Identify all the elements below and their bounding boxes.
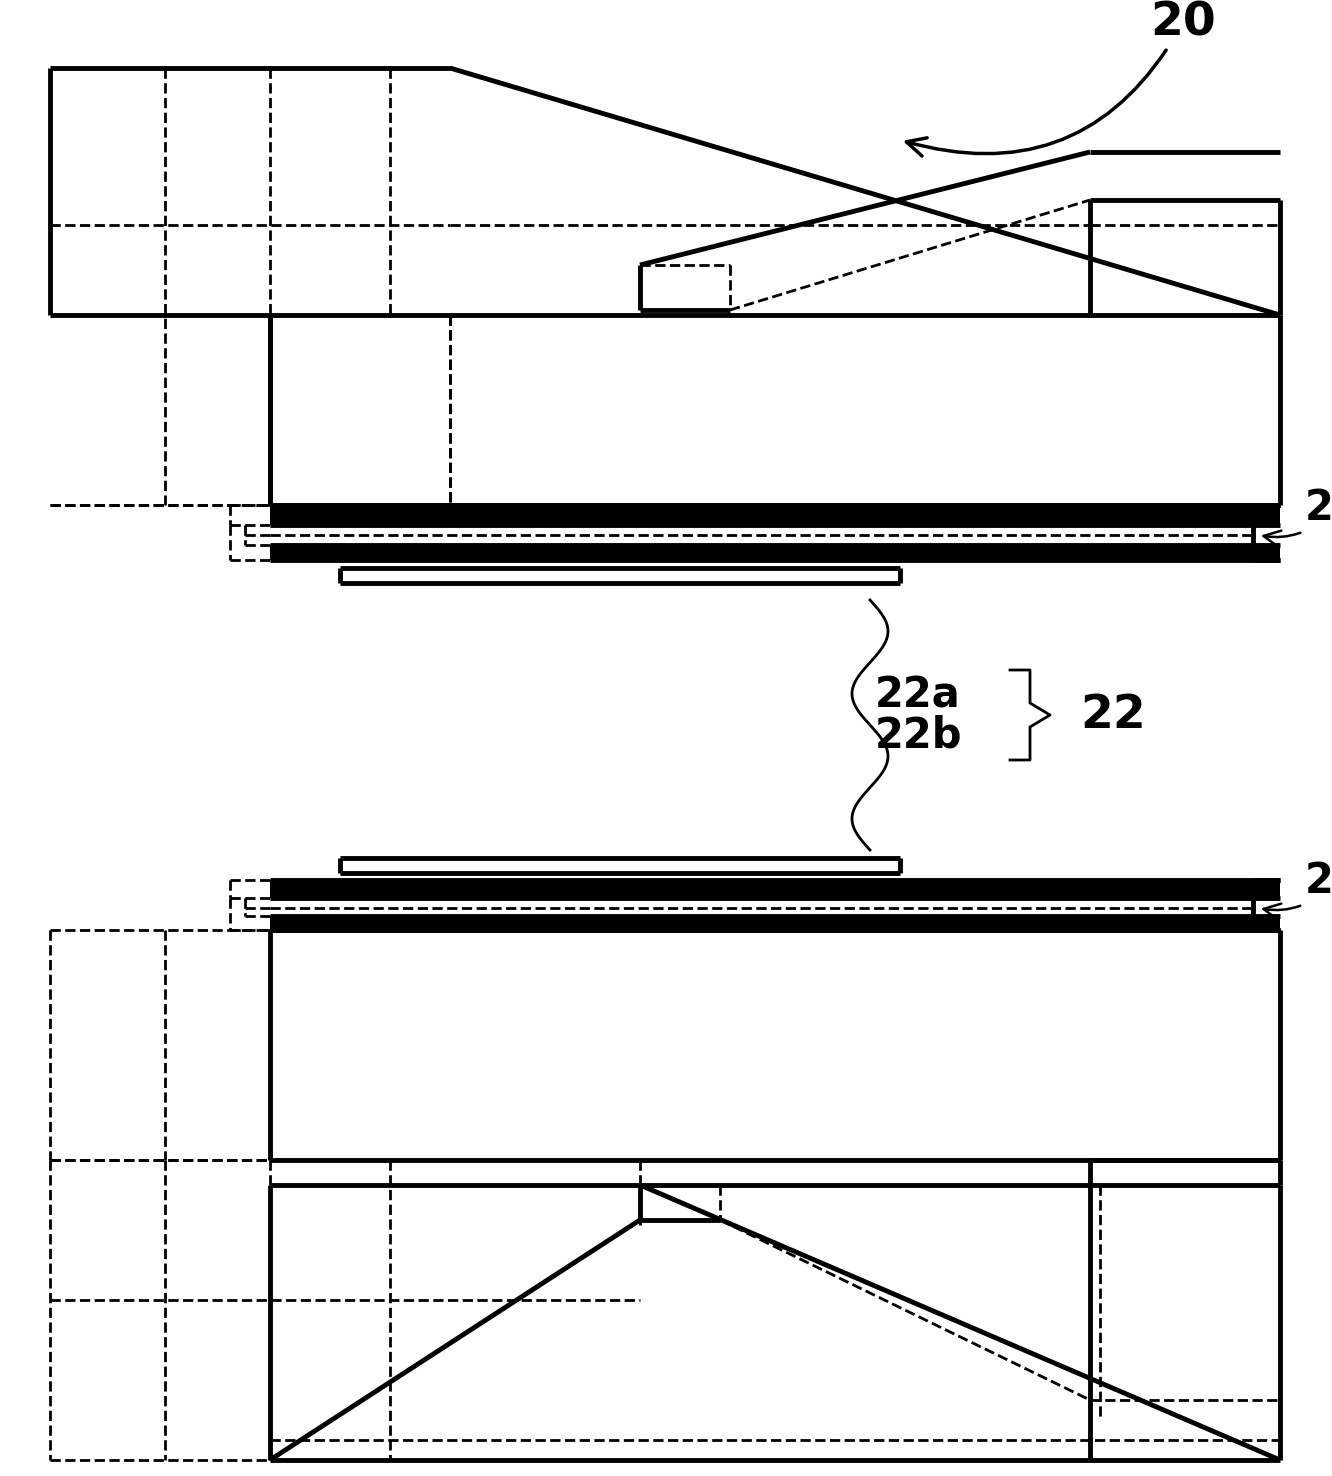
Text: 24: 24 <box>1264 861 1332 920</box>
Text: 22a: 22a <box>875 675 960 716</box>
Text: 22: 22 <box>1080 692 1146 738</box>
Bar <box>270 917 1280 930</box>
Bar <box>270 505 1280 525</box>
Bar <box>270 880 1280 897</box>
Text: 20: 20 <box>906 0 1216 156</box>
Bar <box>270 545 1280 559</box>
Text: 22b: 22b <box>875 714 963 756</box>
Text: 24: 24 <box>1264 487 1332 548</box>
